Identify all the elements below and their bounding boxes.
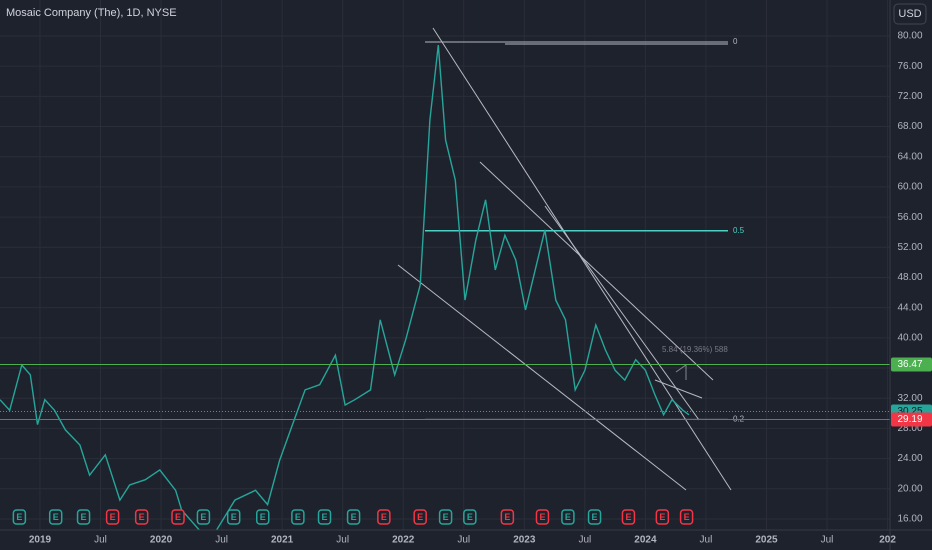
earnings-marker (291, 509, 305, 525)
earnings-label: E (381, 512, 387, 522)
earnings-label: E (322, 512, 328, 522)
earnings-marker (256, 509, 270, 525)
y-tick-label: 72.00 (897, 91, 922, 102)
earnings-label: E (139, 512, 145, 522)
earnings-label: E (565, 512, 571, 522)
x-tick-label: Jul (700, 535, 713, 546)
x-tick-label: 2022 (392, 535, 415, 546)
trend-lines (397, 27, 732, 491)
earnings-label: E (504, 512, 510, 522)
y-tick-label: 24.00 (897, 453, 922, 464)
fib-label: 0 (733, 37, 738, 46)
chart-title: Mosaic Company (The), 1D, NYSE (6, 7, 177, 19)
earnings-marker (500, 509, 515, 525)
price-label: 36.47 (897, 359, 922, 370)
price-label-box (891, 357, 932, 372)
x-tick-label: 2020 (150, 535, 173, 546)
earnings-label: E (175, 512, 181, 522)
earnings-marker (134, 509, 149, 525)
price-label: 29.19 (897, 414, 922, 425)
price-label: 30.25 (897, 406, 922, 417)
earnings-marker (76, 509, 91, 525)
earnings-label: E (231, 512, 237, 522)
x-tick-label: Jul (94, 535, 107, 546)
earnings-marker (535, 509, 550, 525)
earnings-label: E (200, 512, 206, 522)
x-tick-label: 2021 (271, 535, 294, 546)
earnings-marker (317, 509, 332, 525)
earnings-marker (463, 509, 477, 525)
earnings-label: E (659, 512, 665, 522)
earnings-label: E (684, 512, 690, 522)
y-tick-label: 76.00 (897, 61, 922, 72)
x-tick-label: 2023 (513, 535, 536, 546)
earnings-marker (679, 509, 694, 525)
earnings-marker (12, 509, 27, 525)
earnings-marker (196, 509, 211, 525)
x-tick-label: Jul (821, 535, 834, 546)
x-tick-label: 2019 (29, 535, 52, 546)
y-tick-label: 56.00 (897, 212, 922, 223)
price-line (0, 45, 690, 530)
earnings-label: E (625, 512, 631, 522)
earnings-marker (621, 509, 636, 525)
y-tick-label: 28.00 (897, 423, 922, 434)
fib-label: 0.5 (733, 226, 745, 235)
x-tick-label: 2025 (755, 535, 778, 546)
y-tick-label: 52.00 (897, 242, 922, 253)
x-tick-label: Jul (215, 535, 228, 546)
y-tick-label: 48.00 (897, 272, 922, 283)
earnings-marker (561, 509, 575, 525)
earnings-marker (105, 509, 120, 525)
x-tick-label: 2024 (634, 535, 657, 546)
earnings-marker (587, 509, 602, 525)
x-tick-label: Jul (457, 535, 470, 546)
earnings-label: E (467, 512, 473, 522)
earnings-marker (171, 509, 185, 525)
earnings-label: E (351, 512, 357, 522)
earnings-marker (48, 509, 63, 525)
y-tick-label: 64.00 (897, 151, 922, 162)
plot: 00.50.2 (0, 37, 890, 530)
earnings-marker (226, 509, 241, 525)
earnings-label: E (110, 512, 116, 522)
x-tick-label: 202 (879, 535, 896, 546)
y-tick-label: 20.00 (897, 483, 922, 494)
measure-annotation: 5.84 (19.36%) 588 (662, 345, 728, 354)
x-tick-label: Jul (336, 535, 349, 546)
y-tick-label: 44.00 (897, 302, 922, 313)
y-tick-label: 16.00 (897, 514, 922, 525)
earnings-label: E (53, 512, 59, 522)
y-tick-label: 80.00 (897, 31, 922, 42)
price-label-box (891, 412, 932, 427)
earnings-marker (346, 509, 361, 525)
x-tick-label: Jul (578, 535, 591, 546)
earnings-label: E (260, 512, 266, 522)
y-tick-label: 32.00 (897, 393, 922, 404)
earnings-marker (377, 509, 391, 525)
earnings-label: E (592, 512, 598, 522)
earnings-label: E (295, 512, 301, 522)
currency-button[interactable] (893, 3, 927, 25)
earnings-marker (655, 509, 670, 525)
earnings-marker (438, 509, 453, 525)
earnings-label: E (16, 512, 22, 522)
earnings-marker (413, 509, 427, 525)
earnings-label: E (443, 512, 449, 522)
y-tick-label: 68.00 (897, 121, 922, 132)
y-tick-label: 60.00 (897, 182, 922, 193)
earnings-label: E (417, 512, 423, 522)
earnings-label: E (539, 512, 545, 522)
currency-label[interactable]: USD (898, 8, 921, 20)
y-tick-label: 40.00 (897, 333, 922, 344)
earnings-label: E (81, 512, 87, 522)
